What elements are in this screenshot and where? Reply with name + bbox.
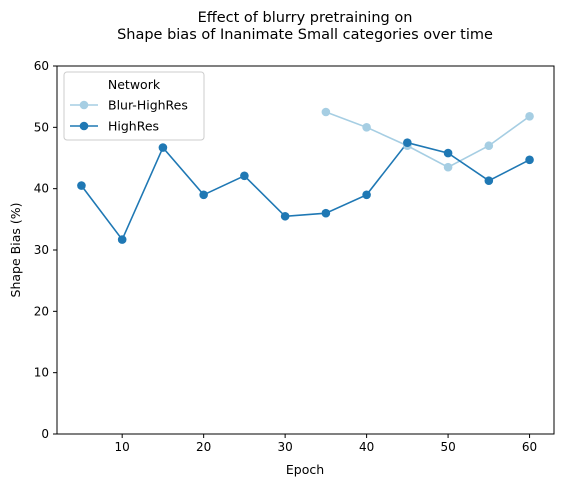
y-tick-label: 30 [34,243,49,257]
data-point-blur-highres [525,111,534,121]
data-point-highres [77,181,86,190]
legend-marker [79,100,89,110]
series-line-highres [80,141,530,242]
data-point-highres [403,138,412,147]
data-point-highres [117,235,127,244]
x-tick-label: 50 [440,440,455,454]
legend: Network Blur-HighRes HighRes [63,71,205,141]
legend-title: Network [108,77,161,92]
x-axis-label: Epoch [286,462,324,477]
data-point-highres [443,148,453,158]
data-point-highres [199,190,208,200]
series-line-blur-highres [325,111,531,169]
chart-subtitle: Shape bias of Inanimate Small categories… [117,27,493,43]
legend-marker [79,121,89,131]
data-point-highres [280,211,290,221]
data-point-blur-highres [443,162,453,172]
data-point-highres [240,171,249,181]
x-tick-label: 30 [277,440,292,454]
data-point-highres [321,208,331,218]
y-tick-label: 60 [34,59,49,73]
y-tick-label: 10 [34,366,49,380]
plot-area: 10 20 30 40 50 60 0 10 20 30 40 50 60 [34,59,555,454]
data-point-highres [484,176,494,185]
data-point-highres [362,190,371,200]
data-point-blur-highres [321,107,331,117]
x-tick-label: 60 [522,440,537,454]
data-point-blur-highres [362,123,371,132]
x-tick-label: 20 [196,440,211,454]
y-tick-label: 20 [34,304,49,318]
chart-title: Effect of blurry pretraining on [198,10,413,26]
data-point-highres [158,143,168,152]
y-axis-label: Shape Bias (%) [8,203,23,298]
x-tick-label: 10 [115,440,130,454]
legend-frame [63,71,205,141]
y-tick-label: 0 [41,427,49,441]
legend-label: HighRes [108,119,159,134]
y-tick-label: 40 [34,182,49,196]
data-point-highres [525,155,534,165]
y-tick-label: 50 [34,120,49,134]
legend-label: Blur-HighRes [108,98,188,113]
x-tick-label: 40 [359,440,374,454]
data-point-blur-highres [484,141,494,151]
